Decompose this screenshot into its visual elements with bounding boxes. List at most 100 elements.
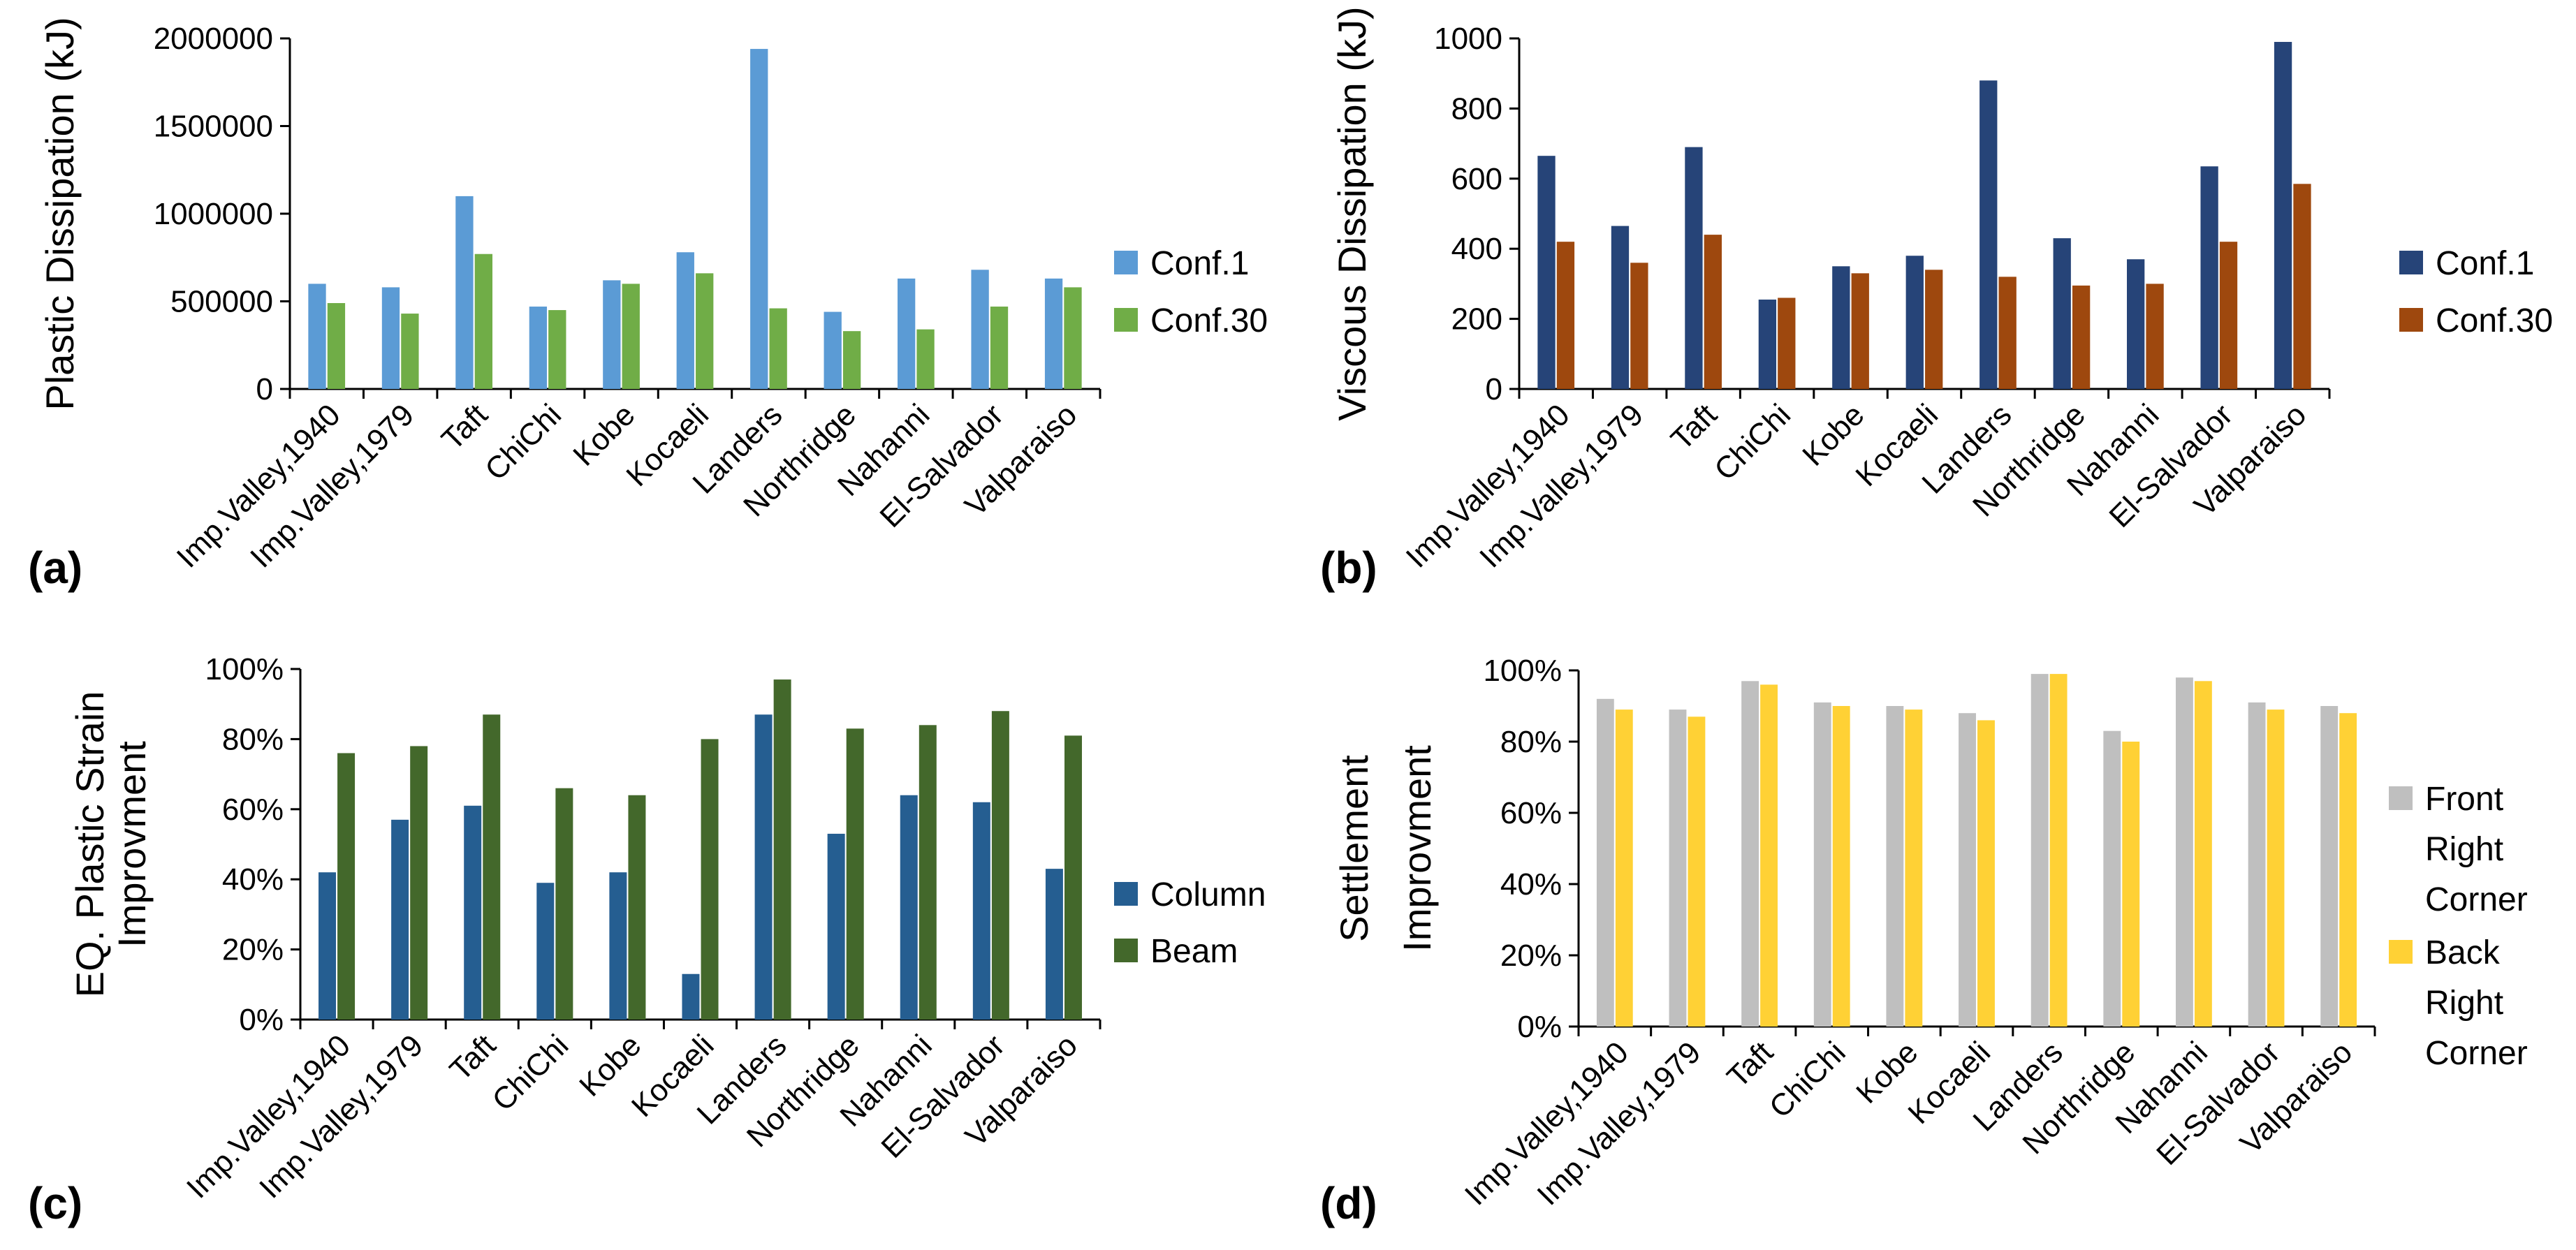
bar-conf-1-6	[676, 252, 694, 389]
x-tick-label: Taft	[435, 397, 495, 457]
bar-front-right-corner-10	[2248, 702, 2266, 1027]
legend-label: Corner	[2425, 881, 2528, 918]
bar-beam-6	[701, 739, 719, 1020]
bar-column-6	[682, 973, 700, 1020]
x-tick-label: ChiChi	[485, 1028, 575, 1117]
bar-conf-30-9	[2146, 284, 2164, 389]
bar-conf-30-2	[1630, 263, 1648, 389]
y-tick-label: 40%	[1500, 867, 1562, 902]
y-axis-title: Improvment	[110, 741, 154, 948]
x-tick-label: ChiChi	[1708, 397, 1797, 487]
y-tick-label: 1000	[1434, 22, 1502, 56]
legend-label: Front	[2425, 781, 2503, 818]
y-tick-label: 1500000	[154, 110, 273, 144]
bar-beam-5	[628, 795, 646, 1020]
bar-conf-1-5	[603, 280, 621, 389]
bar-conf-30-8	[2072, 285, 2091, 389]
bar-conf-30-3	[474, 253, 492, 389]
bar-column-7	[754, 714, 773, 1020]
bar-front-right-corner-3	[1741, 681, 1759, 1027]
bar-back-right-corner-10	[2267, 709, 2285, 1027]
x-tick-label: Taft	[1664, 397, 1724, 457]
y-tick-label: 400	[1451, 232, 1502, 266]
bar-conf-30-10	[2219, 242, 2238, 389]
bar-beam-1	[337, 753, 356, 1020]
legend-label: Beam	[1150, 933, 1238, 970]
bar-conf-1-3	[1685, 147, 1703, 389]
panel-label: (a)	[28, 543, 82, 593]
legend-swatch	[1114, 939, 1138, 962]
bar-front-right-corner-11	[2320, 706, 2339, 1027]
bar-conf-1-10	[971, 270, 989, 389]
legend-swatch	[2389, 786, 2413, 810]
bar-conf-30-8	[842, 331, 861, 389]
bar-conf-1-9	[898, 278, 916, 389]
bar-front-right-corner-4	[1813, 702, 1831, 1027]
x-tick-label: Taft	[1720, 1035, 1780, 1094]
bar-conf-1-8	[2053, 238, 2071, 389]
bar-beam-11	[1064, 735, 1082, 1020]
y-tick-label: 600	[1451, 162, 1502, 196]
bar-conf-30-6	[1925, 270, 1943, 389]
bar-conf-30-1	[1556, 242, 1575, 389]
bar-back-right-corner-2	[1688, 716, 1706, 1027]
bar-back-right-corner-3	[1760, 684, 1778, 1027]
bar-conf-30-7	[1998, 277, 2017, 389]
bar-conf-1-8	[824, 311, 842, 389]
bar-column-11	[1045, 869, 1063, 1020]
bar-column-8	[827, 833, 845, 1020]
chart-panel-b: 02004006008001000Imp.Valley,1940Imp.Vall…	[1320, 6, 2553, 593]
bar-conf-1-7	[1979, 80, 1998, 390]
y-tick-label: 0%	[239, 1003, 284, 1037]
legend-swatch	[1114, 882, 1138, 906]
bar-column-4	[536, 883, 555, 1020]
legend-label: Right	[2425, 985, 2503, 1022]
y-tick-label: 1000000	[154, 197, 273, 231]
bar-conf-1-9	[2127, 259, 2145, 389]
bar-back-right-corner-1	[1615, 709, 1633, 1027]
bar-conf-1-11	[1044, 278, 1063, 389]
legend-label: Column	[1150, 876, 1266, 913]
y-tick-label: 500000	[170, 285, 273, 319]
bar-front-right-corner-8	[2103, 730, 2121, 1027]
bar-conf-1-1	[308, 284, 326, 389]
bar-front-right-corner-6	[1959, 713, 1976, 1027]
bar-conf-30-5	[1851, 273, 1869, 389]
y-axis-title: Improvment	[1395, 745, 1439, 952]
bar-back-right-corner-6	[1977, 720, 1995, 1027]
y-tick-label: 20%	[1500, 939, 1562, 973]
bar-front-right-corner-9	[2176, 677, 2193, 1027]
y-tick-label: 20%	[222, 933, 284, 967]
bar-conf-1-11	[2274, 42, 2292, 390]
chart-panel-c: 0%20%40%60%80%100%Imp.Valley,1940Imp.Val…	[28, 652, 1266, 1228]
legend-label: Right	[2425, 831, 2503, 868]
bar-conf-1-5	[1832, 266, 1850, 389]
y-tick-label: 200	[1451, 302, 1502, 337]
bar-conf-30-1	[327, 303, 346, 389]
bar-conf-30-10	[990, 307, 1009, 389]
bar-conf-30-7	[769, 308, 787, 389]
y-axis-title: Settlement	[1332, 755, 1376, 942]
y-axis-title: EQ. Plastic Strain	[68, 691, 112, 998]
y-tick-label: 80%	[222, 722, 284, 756]
legend-label: Conf.30	[1150, 302, 1268, 339]
bar-beam-3	[483, 714, 501, 1020]
y-tick-label: 800	[1451, 91, 1502, 126]
bar-conf-30-11	[1064, 287, 1082, 389]
bar-column-2	[391, 819, 409, 1020]
bar-back-right-corner-4	[1832, 706, 1850, 1027]
y-tick-label: 0	[1486, 372, 1502, 406]
legend-swatch	[2389, 940, 2413, 964]
bar-conf-30-4	[548, 310, 566, 389]
bar-front-right-corner-2	[1669, 709, 1687, 1027]
chart-panel-d: 0%20%40%60%80%100%Imp.Valley,1940Imp.Val…	[1320, 654, 2528, 1228]
bar-back-right-corner-8	[2122, 742, 2140, 1027]
bar-conf-1-7	[750, 49, 768, 389]
bar-conf-1-10	[2200, 166, 2218, 390]
bar-beam-7	[773, 679, 791, 1020]
bar-conf-1-2	[381, 287, 400, 389]
bar-conf-30-2	[401, 314, 419, 389]
x-tick-label: ChiChi	[1763, 1035, 1852, 1124]
bar-conf-1-6	[1905, 256, 1924, 389]
